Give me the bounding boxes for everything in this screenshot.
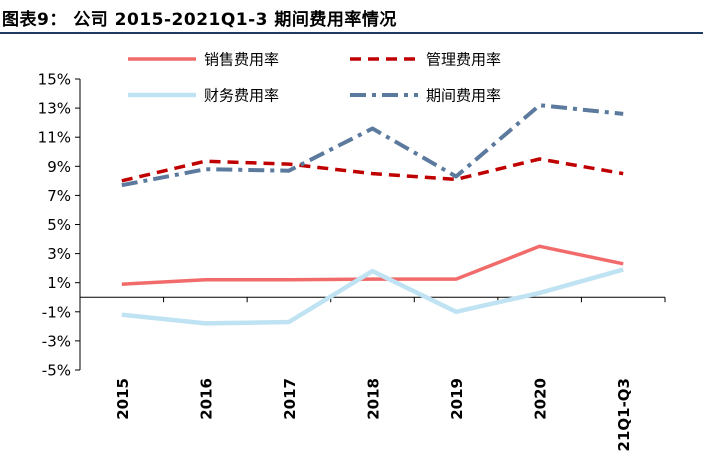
y-tick-label: 13% xyxy=(38,100,71,118)
title-underline xyxy=(0,32,703,34)
legend-label-1: 销售费用率 xyxy=(204,51,279,69)
series-line-4 xyxy=(121,103,624,188)
y-tick-label: 3% xyxy=(47,245,71,263)
series-line-3 xyxy=(121,267,624,326)
axes: -5% -3% -1% 1% 3% 5% 7% 9% 11% 13% 15% 2015 2016 2017… xyxy=(38,71,666,451)
x-tick-label: 2016 xyxy=(197,378,215,420)
x-tick-label: 2019 xyxy=(448,378,466,420)
x-tick-label: 2018 xyxy=(365,378,383,420)
x-tick-label: 2015 xyxy=(114,378,132,420)
y-tick-label: -1% xyxy=(42,303,71,321)
x-tick-label: 2017 xyxy=(281,378,299,420)
series-line-1 xyxy=(121,244,624,286)
legend-label-3: 财务费用率 xyxy=(204,87,279,105)
y-tick-label: 15% xyxy=(38,71,71,89)
y-tick-label: 9% xyxy=(47,158,71,176)
y-tick-label: -3% xyxy=(42,332,71,350)
y-tick-label: 11% xyxy=(38,129,71,147)
legend-label-2: 管理费用率 xyxy=(426,51,501,69)
x-tick-label: 2021Q1-Q3 xyxy=(615,378,633,451)
figure-title: 图表9： 公司 2015-2021Q1-3 期间费用率情况 xyxy=(2,10,397,30)
y-tick-label: 5% xyxy=(47,216,71,234)
series-line-2 xyxy=(121,157,624,183)
y-tick-label: 1% xyxy=(47,274,71,292)
series-lines xyxy=(121,103,624,326)
figure-title-bar: 图表9： 公司 2015-2021Q1-3 期间费用率情况 xyxy=(0,0,703,34)
x-tick-label: 2020 xyxy=(532,378,550,420)
y-tick-label: 7% xyxy=(47,187,71,205)
legend-label-4: 期间费用率 xyxy=(426,87,501,105)
y-tick-label: -5% xyxy=(42,362,71,380)
